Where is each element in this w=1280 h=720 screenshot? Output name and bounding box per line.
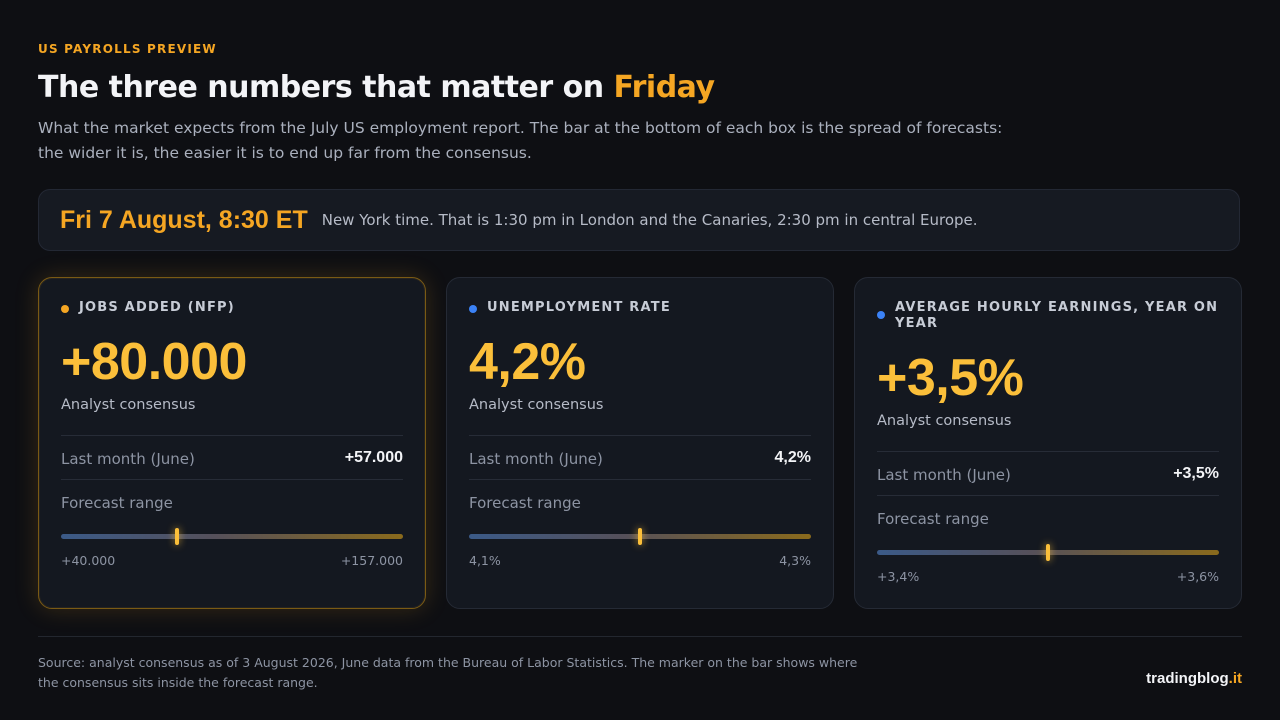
divider	[877, 495, 1219, 496]
card-label: JOBS ADDED (NFP)	[61, 300, 403, 316]
last-month-label: Last month (June)	[61, 450, 195, 468]
consensus-marker	[638, 528, 642, 545]
source-note: Source: analyst consensus as of 3 August…	[38, 655, 858, 690]
range-max: +157.000	[340, 553, 403, 568]
divider	[469, 435, 811, 436]
title-main: The three numbers that matter on	[38, 70, 614, 105]
footer-divider	[38, 636, 1242, 637]
range-min: +40.000	[61, 553, 116, 568]
release-date: Fri 7 August, 8:30 ET	[60, 205, 308, 234]
forecast-range-bar	[469, 528, 811, 545]
release-time-note: New York time. That is 1:30 pm in London…	[321, 211, 978, 229]
release-time-banner: Fri 7 August, 8:30 ET New York time. Tha…	[38, 189, 1240, 251]
brand-tld: .it	[1228, 670, 1242, 687]
last-month-value: +57.000	[344, 449, 403, 466]
range-max: +3,6%	[1176, 569, 1219, 584]
card-label: UNEMPLOYMENT RATE	[469, 300, 811, 316]
last-month-label: Last month (June)	[469, 450, 603, 468]
card-hourly-earnings: AVERAGE HOURLY EARNINGS, YEAR ON YEAR +3…	[854, 277, 1242, 609]
brand-name: tradingblog	[1146, 670, 1229, 687]
forecast-range-label: Forecast range	[469, 494, 581, 512]
range-min: 4,1%	[469, 553, 501, 568]
brand-logo[interactable]: tradingblog.it	[1146, 670, 1242, 687]
status-dot-icon	[877, 311, 885, 319]
kicker: US PAYROLLS PREVIEW	[38, 42, 217, 56]
card-label-text: UNEMPLOYMENT RATE	[487, 300, 671, 315]
card-nfp: JOBS ADDED (NFP) +80.000 Analyst consens…	[38, 277, 426, 609]
status-dot-icon	[61, 305, 69, 313]
forecast-range-bar	[877, 544, 1219, 561]
forecast-range-label: Forecast range	[877, 510, 989, 528]
divider	[61, 479, 403, 480]
consensus-label: Analyst consensus	[61, 397, 196, 413]
title-accent: Friday	[613, 70, 716, 105]
divider	[877, 451, 1219, 452]
consensus-marker	[175, 528, 180, 545]
card-label: AVERAGE HOURLY EARNINGS, YEAR ON YEAR	[877, 300, 1219, 332]
last-month-value: 4,2%	[774, 449, 811, 466]
status-dot-icon	[469, 305, 477, 313]
card-label-text: JOBS ADDED (NFP)	[79, 300, 235, 315]
forecast-range-bar	[61, 528, 403, 545]
forecast-range-label: Forecast range	[61, 494, 173, 512]
divider	[469, 479, 811, 480]
card-label-text: AVERAGE HOURLY EARNINGS, YEAR ON YEAR	[895, 300, 1219, 331]
consensus-label: Analyst consensus	[877, 413, 1012, 429]
last-month-label: Last month (June)	[877, 466, 1011, 484]
divider	[61, 435, 403, 436]
consensus-value: 4,2%	[469, 333, 586, 391]
range-min: +3,4%	[877, 569, 920, 584]
subtitle: What the market expects from the July US…	[38, 119, 1003, 162]
consensus-value: +3,5%	[877, 349, 1024, 407]
consensus-value: +80.000	[61, 333, 247, 391]
range-max: 4,3%	[779, 553, 811, 568]
page-title: The three numbers that matter on Friday	[38, 70, 715, 105]
card-unemployment: UNEMPLOYMENT RATE 4,2% Analyst consensus…	[446, 277, 834, 609]
last-month-value: +3,5%	[1173, 465, 1219, 482]
consensus-label: Analyst consensus	[469, 397, 604, 413]
consensus-marker	[1046, 544, 1050, 561]
